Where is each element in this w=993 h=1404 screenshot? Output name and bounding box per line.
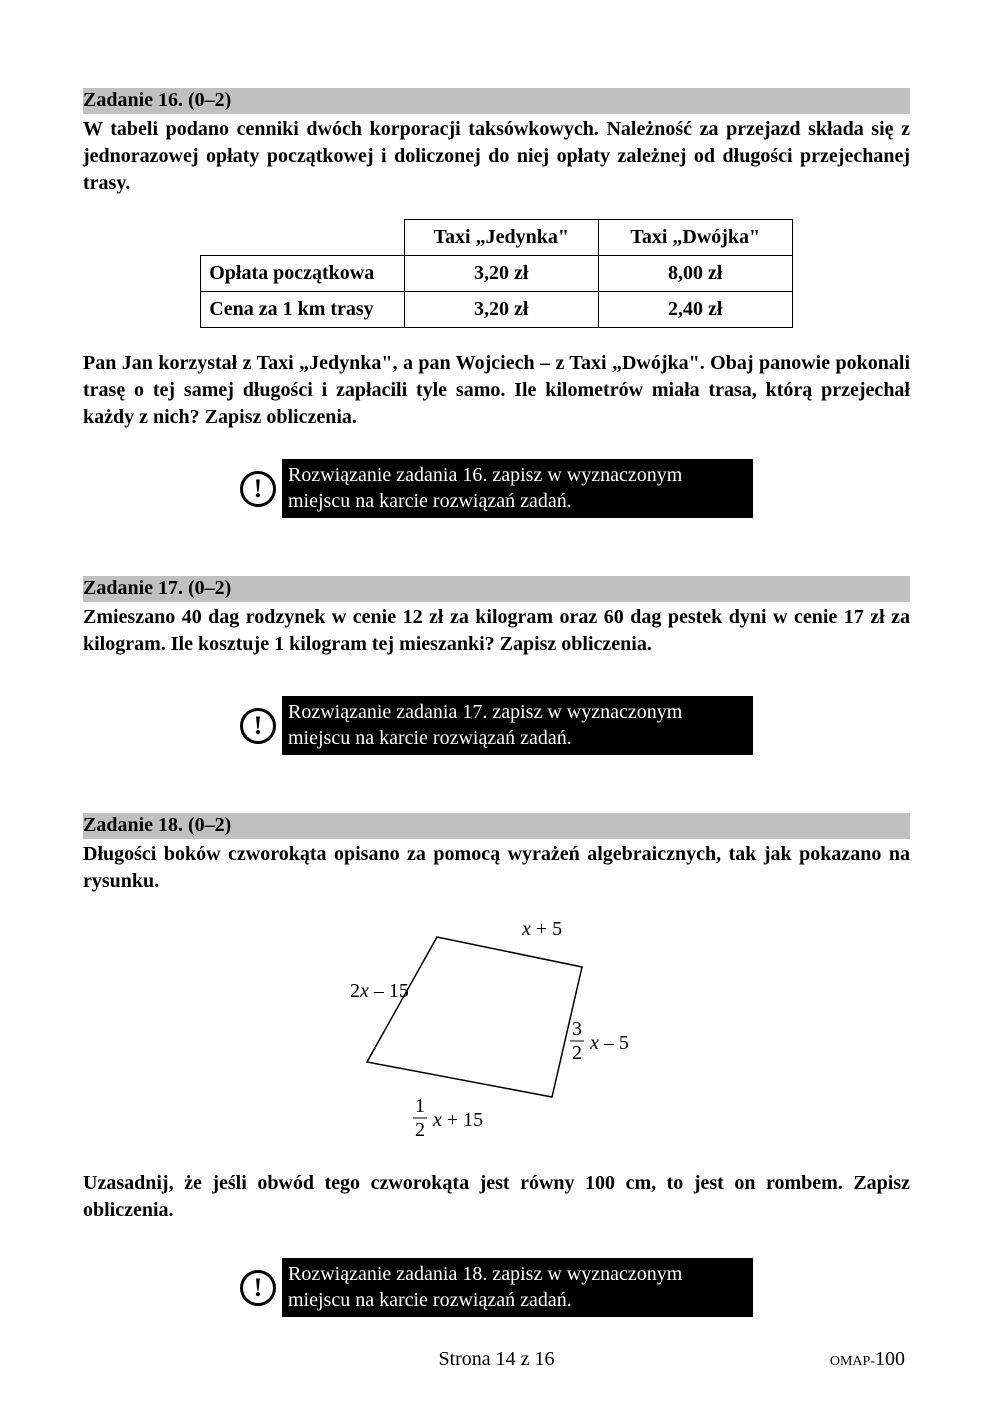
doc-code-num: 100	[875, 1348, 905, 1370]
label-right: 3 2 x – 5	[570, 1018, 629, 1064]
page: Zadanie 16. (0–2) W tabeli podano cennik…	[0, 0, 993, 1404]
task16-intro: W tabeli podano cenniki dwóch korporacji…	[83, 116, 910, 197]
table-row: Opłata początkowa 3,20 zł 8,00 zł	[201, 256, 793, 292]
alert-icon: !	[240, 708, 276, 744]
svg-text:x + 15: x + 15	[432, 1109, 483, 1131]
task17-note-row: ! Rozwiązanie zadania 17. zapisz w wyzna…	[83, 696, 910, 755]
table-cell: 8,00 zł	[598, 256, 792, 292]
task16-note-box: Rozwiązanie zadania 16. zapisz w wyznacz…	[282, 459, 753, 518]
task17-intro: Zmieszano 40 dag rodzynek w cenie 12 zł …	[83, 604, 910, 658]
svg-text:1: 1	[415, 1095, 425, 1117]
label-top: x + 5	[521, 918, 562, 940]
table-cell-blank	[201, 220, 405, 256]
task18-note-row: ! Rozwiązanie zadania 18. zapisz w wyzna…	[83, 1258, 910, 1317]
label-left: 2x – 15	[350, 980, 409, 1002]
task16-para2: Pan Jan korzystał z Taxi „Jedynka", a pa…	[83, 350, 910, 431]
task16-note-row: ! Rozwiązanie zadania 16. zapisz w wyzna…	[83, 459, 910, 518]
table-row-label: Cena za 1 km trasy	[201, 292, 405, 328]
task18-note-box: Rozwiązanie zadania 18. zapisz w wyznacz…	[282, 1258, 753, 1317]
task17-header: Zadanie 17. (0–2)	[83, 576, 910, 602]
task18-figure: x + 5 2x – 15 3 2 x – 5 1 2 x + 15	[83, 917, 910, 1152]
svg-text:2: 2	[572, 1042, 582, 1064]
table-cell: 3,20 zł	[404, 292, 598, 328]
svg-text:2: 2	[415, 1119, 425, 1141]
table-row: Cena za 1 km trasy 3,20 zł 2,40 zł	[201, 292, 793, 328]
table-row: Taxi „Jedynka" Taxi „Dwójka"	[201, 220, 793, 256]
doc-code: OMAP-100	[830, 1348, 905, 1371]
label-bottom: 1 2 x + 15	[413, 1095, 483, 1141]
table-col-dwojka: Taxi „Dwójka"	[598, 220, 792, 256]
table-col-jedynka: Taxi „Jedynka"	[404, 220, 598, 256]
svg-text:3: 3	[572, 1018, 582, 1040]
doc-code-prefix: OMAP-	[830, 1354, 875, 1369]
svg-text:x – 5: x – 5	[589, 1032, 629, 1054]
table-row-label: Opłata początkowa	[201, 256, 405, 292]
task16-header: Zadanie 16. (0–2)	[83, 88, 910, 114]
table-cell: 2,40 zł	[598, 292, 792, 328]
spacer	[83, 528, 910, 576]
table-cell: 3,20 zł	[404, 256, 598, 292]
quadrilateral-diagram: x + 5 2x – 15 3 2 x – 5 1 2 x + 15	[317, 917, 677, 1147]
spacer	[83, 765, 910, 813]
alert-icon: !	[240, 471, 276, 507]
task17-note-box: Rozwiązanie zadania 17. zapisz w wyznacz…	[282, 696, 753, 755]
alert-icon: !	[240, 1270, 276, 1306]
task18-header: Zadanie 18. (0–2)	[83, 813, 910, 839]
task18-intro: Długości boków czworokąta opisano za pom…	[83, 841, 910, 895]
task16-table: Taxi „Jedynka" Taxi „Dwójka" Opłata pocz…	[200, 219, 793, 328]
task18-para2: Uzasadnij, że jeśli obwód tego czworokąt…	[83, 1170, 910, 1224]
